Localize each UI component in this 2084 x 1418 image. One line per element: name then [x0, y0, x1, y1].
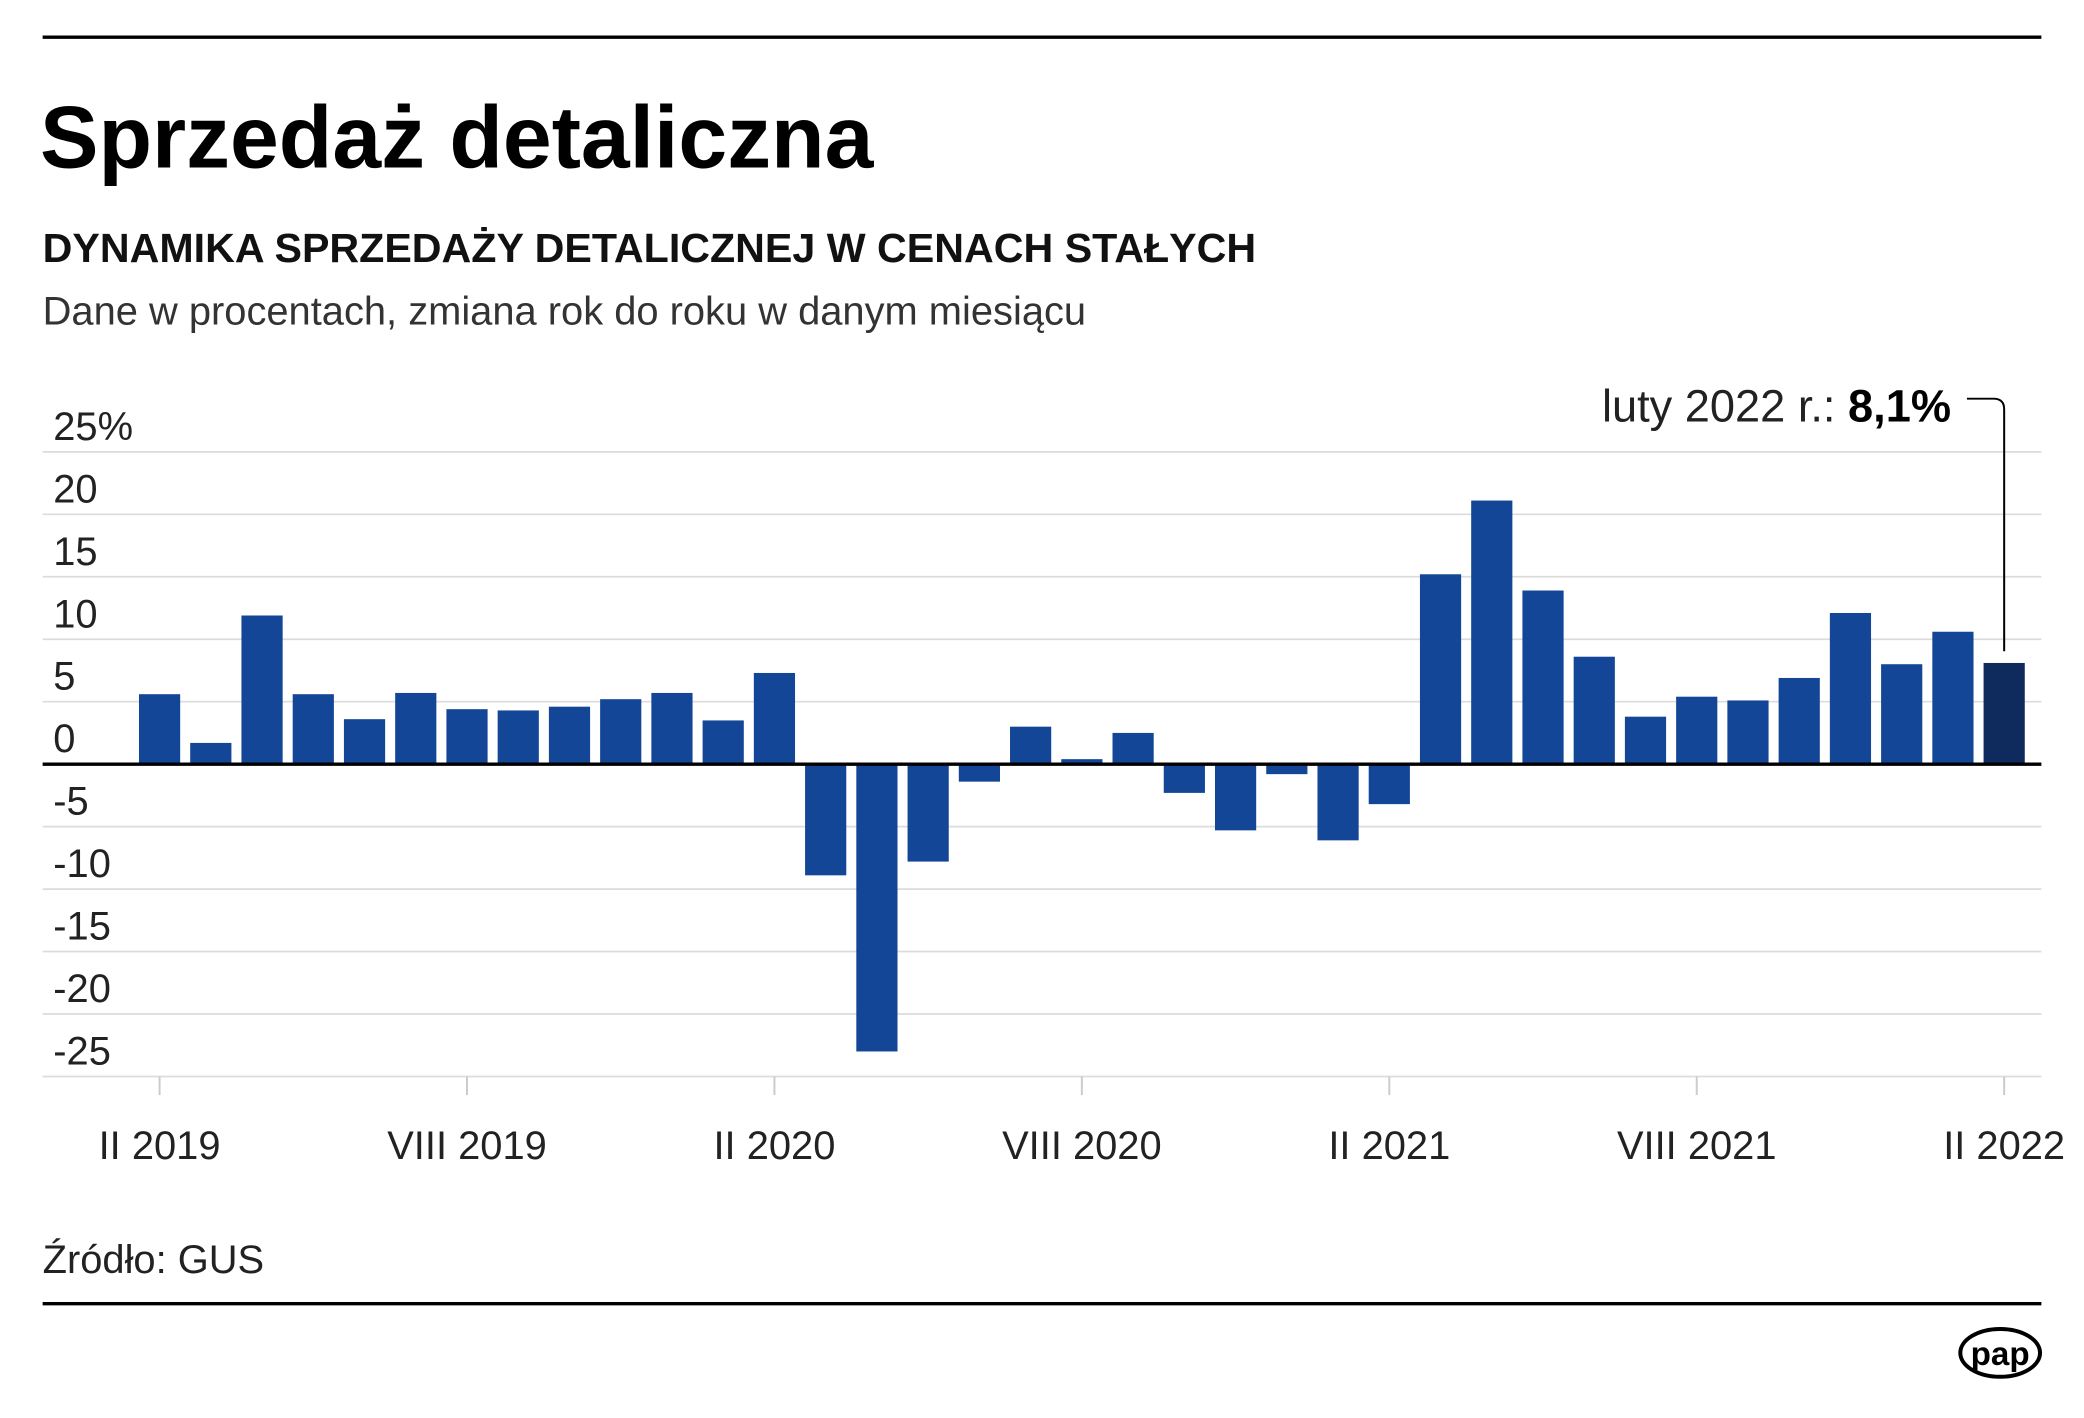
bar-IX-2020	[1112, 732, 1154, 765]
bar-III-2020	[805, 764, 847, 876]
y-tick-label: 10	[53, 592, 97, 636]
y-tick-label: 0	[53, 717, 75, 761]
bar-XII-2021	[1881, 664, 1923, 765]
y-tick-label: 15	[53, 530, 97, 574]
bar-V-2019	[292, 694, 334, 765]
bar-IX-2021	[1727, 700, 1769, 765]
bar-XI-2020	[1214, 764, 1257, 831]
bar-VIII-2019	[446, 709, 488, 765]
bar-VII-2021	[1624, 716, 1667, 765]
annotation-connector	[1966, 397, 2006, 652]
x-tick-label: II 2022	[1943, 1124, 2065, 1168]
source-note: Źródło: GUS	[43, 1237, 265, 1282]
annotation-value: 8,1%	[1848, 380, 1951, 431]
x-tick-label: II 2021	[1328, 1124, 1450, 1168]
annotation-label: luty 2022 r.:	[1602, 380, 1848, 431]
bar-VII-2020	[1010, 726, 1052, 765]
gridlines	[42, 450, 2042, 1078]
y-tick-label: -20	[53, 967, 111, 1011]
bar-I-2020	[702, 720, 744, 765]
bar-X-2020	[1163, 764, 1205, 793]
bar-X-2019	[548, 706, 591, 765]
bar-VII-2019	[395, 692, 437, 765]
y-tick-label: -10	[53, 842, 111, 886]
pap-logo: pap	[1958, 1326, 2043, 1379]
y-tick-label: -15	[53, 905, 111, 949]
bar-XII-2020	[1266, 764, 1308, 775]
bar-III-2021	[1419, 574, 1462, 765]
bar-V-2021	[1522, 590, 1564, 765]
bar-IV-2021	[1471, 500, 1513, 765]
x-tick-label: VIII 2021	[1617, 1124, 1777, 1168]
bar-VI-2019	[343, 719, 386, 765]
bar-VI-2020	[958, 764, 1000, 782]
bar-V-2020	[907, 764, 949, 862]
y-tick-label: 5	[53, 655, 75, 699]
bar-VIII-2020	[1061, 759, 1103, 765]
y-tick-label: 20	[53, 467, 97, 511]
chart-description: Dane w procentach, zmiana rok do roku w …	[43, 289, 1086, 333]
x-axis: II 2019 VIII 2019 II 2020 VIII 2020 II 2021 V…	[99, 1076, 2065, 1168]
svg-text:pap: pap	[1971, 1336, 2030, 1373]
bar-IV-2020	[856, 764, 898, 1052]
bar-VIII-2021	[1676, 696, 1718, 765]
bar-I-2022	[1932, 631, 1974, 765]
y-axis-labels: 25% 20 15 10 5 0 -5 -10 -15 -20 -25	[53, 405, 133, 1074]
bar-III-2019	[190, 742, 232, 765]
x-tick-label: VIII 2019	[387, 1124, 547, 1168]
chart-subtitle: DYNAMIKA SPRZEDAŻY DETALICZNEJ W CENACH …	[43, 225, 1257, 271]
bar-II-2021	[1368, 764, 1410, 805]
y-tick-label: -25	[53, 1029, 111, 1073]
y-tick-label: 25%	[53, 405, 133, 449]
bar-II-2019	[138, 694, 181, 765]
bar-II-2022	[1983, 662, 2025, 765]
annotation: luty 2022 r.: 8,1%	[1602, 380, 1951, 431]
bar-IV-2019	[241, 615, 283, 765]
x-tick-label: II 2019	[99, 1124, 221, 1168]
bar-XI-2019	[600, 699, 642, 765]
x-tick-label: II 2020	[713, 1124, 835, 1168]
x-tick-label: VIII 2020	[1002, 1124, 1162, 1168]
bars	[138, 500, 2025, 1052]
bar-X-2021	[1778, 677, 1820, 765]
bar-XI-2021	[1829, 612, 1872, 765]
bar-XII-2019	[651, 692, 693, 765]
bar-I-2021	[1317, 764, 1359, 841]
y-tick-label: -5	[53, 780, 88, 824]
bar-II-2020	[753, 672, 796, 765]
bar-IX-2019	[497, 710, 539, 765]
page-title: Sprzedaż detaliczna	[40, 88, 875, 186]
bar-VI-2021	[1573, 656, 1615, 765]
